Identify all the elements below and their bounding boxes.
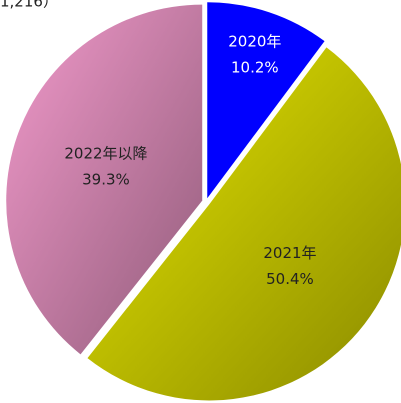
slice-value-label: 50.4% — [266, 270, 314, 288]
slice-value-label: 39.3% — [82, 171, 130, 189]
slice-category-label: 2020年 — [228, 32, 281, 50]
chart-note: 1,216） — [0, 0, 58, 11]
slice-value-label: 10.2% — [231, 58, 279, 76]
slice-category-label: 2022年以降 — [64, 145, 147, 163]
pie-slice — [6, 4, 203, 355]
pie-slice — [207, 2, 325, 199]
pie-slice — [87, 47, 401, 401]
slice-category-label: 2021年 — [263, 244, 316, 262]
